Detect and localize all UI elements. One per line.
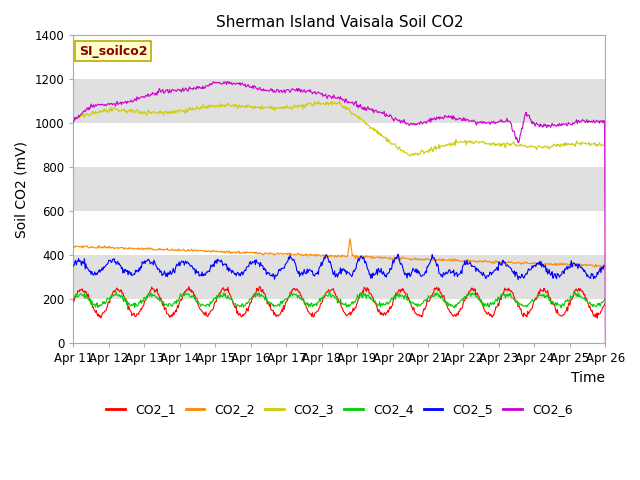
CO2_6: [79, 109, 87, 115]
Line: CO2_2: CO2_2: [74, 239, 605, 267]
CO2_2: [216, 249, 224, 255]
X-axis label: Time: Time: [572, 371, 605, 384]
CO2_6: [420, 120, 428, 125]
CO2_2: [70, 243, 77, 249]
CO2_6: [602, 340, 609, 346]
CO2_1: [404, 295, 412, 300]
CO2_1: [134, 311, 141, 317]
Bar: [74, 167, 605, 211]
Bar: [74, 79, 605, 123]
CO2_6: [216, 81, 224, 86]
Title: Sherman Island Vaisala Soil CO2: Sherman Island Vaisala Soil CO2: [216, 15, 463, 30]
CO2_3: [602, 142, 609, 147]
CO2_4: [404, 297, 412, 303]
CO2_4: [326, 288, 333, 294]
Line: CO2_1: CO2_1: [74, 287, 605, 318]
CO2_1: [420, 306, 428, 312]
CO2_5: [602, 263, 609, 269]
CO2_2: [420, 258, 428, 264]
CO2_5: [134, 268, 141, 274]
CO2_2: [79, 245, 87, 251]
CO2_4: [602, 296, 609, 301]
CO2_3: [421, 149, 429, 155]
CO2_5: [188, 263, 196, 268]
Line: CO2_3: CO2_3: [74, 101, 605, 156]
CO2_1: [79, 289, 87, 295]
CO2_5: [420, 272, 428, 278]
CO2_2: [404, 256, 412, 262]
Legend: CO2_1, CO2_2, CO2_3, CO2_4, CO2_5, CO2_6: CO2_1, CO2_2, CO2_3, CO2_4, CO2_5, CO2_6: [101, 398, 577, 421]
CO2_2: [134, 246, 141, 252]
CO2_6: [404, 121, 412, 127]
CO2_3: [406, 153, 414, 159]
CO2_5: [70, 263, 77, 269]
CO2_3: [404, 152, 412, 157]
CO2_1: [602, 300, 609, 305]
CO2_6: [188, 85, 196, 91]
CO2_2: [591, 264, 599, 270]
CO2_1: [593, 315, 601, 321]
CO2_3: [134, 107, 141, 113]
CO2_3: [336, 98, 344, 104]
CO2_6: [134, 96, 141, 102]
CO2_3: [216, 101, 224, 107]
CO2_4: [420, 297, 428, 303]
CO2_1: [216, 290, 224, 296]
CO2_4: [451, 305, 458, 311]
CO2_6: [70, 119, 77, 125]
CO2_5: [216, 258, 224, 264]
Y-axis label: Soil CO2 (mV): Soil CO2 (mV): [15, 141, 29, 238]
Bar: [74, 255, 605, 299]
CO2_4: [79, 292, 87, 298]
Text: SI_soilco2: SI_soilco2: [79, 45, 147, 58]
Line: CO2_4: CO2_4: [74, 291, 605, 308]
CO2_5: [514, 277, 522, 283]
CO2_1: [256, 284, 264, 289]
Line: CO2_5: CO2_5: [74, 254, 605, 280]
CO2_1: [188, 289, 196, 295]
CO2_4: [134, 303, 141, 309]
CO2_5: [79, 260, 87, 266]
CO2_2: [346, 236, 354, 241]
CO2_4: [188, 293, 196, 299]
Line: CO2_6: CO2_6: [74, 82, 605, 343]
CO2_3: [79, 110, 87, 116]
CO2_2: [188, 246, 196, 252]
CO2_5: [394, 252, 402, 257]
CO2_5: [404, 272, 412, 277]
CO2_2: [602, 263, 609, 268]
CO2_3: [188, 107, 196, 112]
CO2_3: [70, 115, 77, 121]
CO2_6: [224, 79, 232, 84]
CO2_4: [216, 295, 224, 300]
CO2_1: [70, 299, 77, 305]
CO2_4: [70, 297, 77, 303]
